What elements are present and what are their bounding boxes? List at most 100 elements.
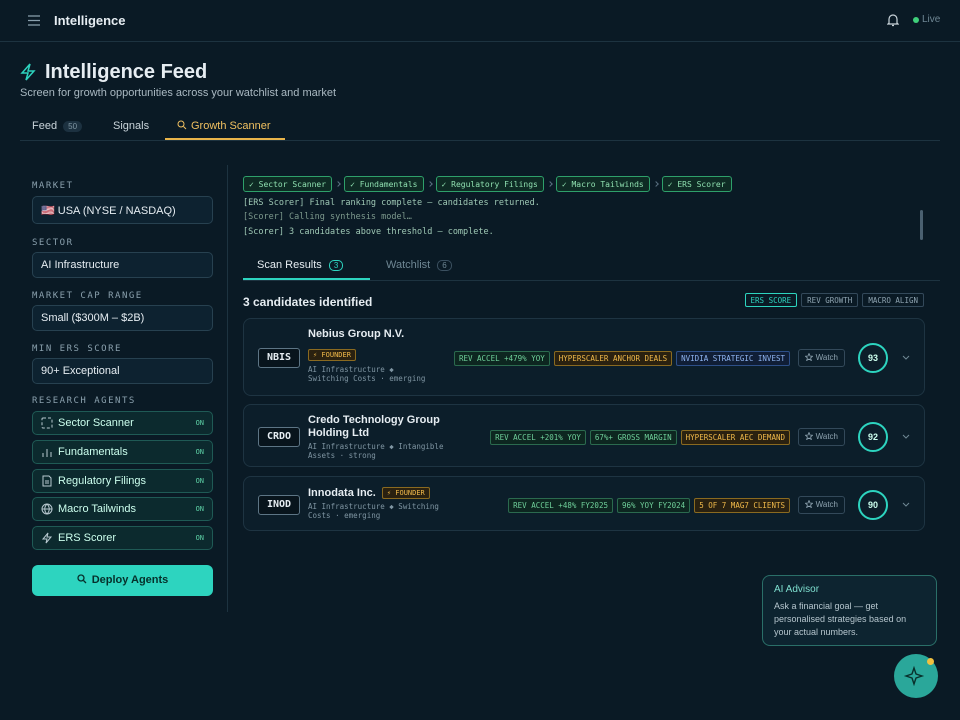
expand-icon[interactable]	[902, 502, 910, 508]
name-row: Innodata Inc. ⚡ FOUNDER	[308, 487, 463, 500]
score-ring: 90	[858, 489, 888, 520]
filter-select[interactable]: Small ($300M – $2B)	[32, 305, 213, 331]
name-row: Credo Technology Group Holding Ltd	[308, 414, 463, 440]
candidate-info: Innodata Inc. ⚡ FOUNDER AI Infrastructure …	[308, 487, 463, 520]
app-title: Intelligence	[54, 13, 126, 28]
results-tab-active[interactable]: Scan Results 3	[243, 253, 370, 280]
advisor-text: Ask a financial goal — get personalised …	[774, 601, 907, 637]
live-status: Live	[922, 14, 941, 25]
pipeline-step: ✓ Macro Tailwinds	[555, 176, 650, 192]
ticker: NBIS	[258, 348, 300, 368]
agent-toggle[interactable]: Sector Scanner ON	[32, 411, 213, 435]
tab-active[interactable]: Growth Scanner	[165, 114, 285, 140]
signal-tag: REV ACCEL +48% FY2025	[508, 497, 613, 513]
candidate-card[interactable]: NBIS Nebius Group N.V. ⚡ FOUNDER AI Infrast…	[243, 318, 925, 396]
signal-tag: 67%+ GROSS MARGIN	[589, 429, 677, 445]
agent-status: ON	[195, 505, 204, 513]
candidate-card[interactable]: INOD Innodata Inc. ⚡ FOUNDER AI Infrastruct…	[243, 476, 925, 531]
sort-option[interactable]: REV GROWTH	[801, 293, 859, 307]
company-name: Credo Technology Group Holding Ltd	[308, 414, 440, 439]
agent-name: Fundamentals	[58, 446, 128, 458]
agent-status: ON	[195, 534, 204, 542]
filter-label: SECTOR	[32, 238, 74, 248]
search-icon	[177, 120, 187, 130]
feed-icon	[20, 63, 36, 81]
name-row: Nebius Group N.V.	[308, 328, 428, 341]
notification-dot	[927, 658, 934, 665]
menu-icon[interactable]	[28, 15, 40, 26]
candidate-info: Nebius Group N.V. ⚡ FOUNDER AI Infrastruct…	[308, 328, 428, 383]
score-ring: 92	[858, 421, 888, 452]
agent-name: Sector Scanner	[58, 417, 134, 429]
candidate-info: Credo Technology Group Holding Ltd AI Inf…	[308, 414, 463, 460]
agent-toggle[interactable]: ERS Scorer ON	[32, 526, 213, 550]
deploy-button[interactable]: Deploy Agents	[32, 565, 213, 596]
agent-toggle[interactable]: Macro Tailwinds ON	[32, 497, 213, 521]
signal-tag: REV ACCEL +479% YOY	[453, 351, 550, 366]
pipeline-arrow	[652, 181, 659, 187]
filter-label: MARKET CAP RANGE	[32, 291, 143, 301]
founder-badge: ⚡ FOUNDER	[381, 487, 430, 499]
watch-label: Watch	[815, 353, 838, 362]
tab[interactable]: Signals	[113, 120, 150, 132]
bell-icon[interactable]	[887, 14, 899, 27]
search-icon	[77, 574, 87, 584]
tag-list: REV ACCEL +479% YOY HYPERSCALER ANCHOR DE…	[453, 351, 790, 366]
divider	[20, 140, 940, 141]
sort-option[interactable]: ERS SCORE	[744, 293, 798, 307]
tab[interactable]: Feed 50	[32, 120, 83, 132]
company-name: Nebius Group N.V.	[308, 328, 405, 340]
agent-icon	[42, 449, 52, 457]
page-subtitle: Screen for growth opportunities across y…	[20, 87, 337, 99]
agent-status: ON	[195, 448, 204, 456]
tag-list: REV ACCEL +201% YOY 67%+ GROSS MARGIN HYPE…	[490, 429, 790, 445]
tab-label: Watchlist	[386, 259, 431, 271]
expand-icon[interactable]	[902, 434, 910, 440]
log-line: [ERS Scorer] Final ranking complete — ca…	[243, 198, 540, 208]
score-ring: 93	[858, 343, 888, 373]
sort-option[interactable]: MACRO ALIGN	[862, 293, 924, 307]
filter-select[interactable]: 🇺🇸 USA (NYSE / NASDAQ)	[32, 196, 213, 224]
candidate-card[interactable]: CRDO Credo Technology Group Holding Ltd AI…	[243, 404, 925, 467]
candidate-meta: AI Infrastructure ◆ Switching Costs · em…	[308, 365, 426, 383]
agent-name: Regulatory Filings	[58, 475, 147, 487]
agent-icon	[41, 532, 53, 544]
agent-icon	[41, 503, 53, 515]
agent-toggle[interactable]: Regulatory Filings ON	[32, 469, 213, 493]
star-icon	[804, 498, 814, 508]
watch-button[interactable]: Watch	[797, 349, 845, 367]
ticker: INOD	[258, 494, 300, 515]
page-title: Intelligence Feed	[45, 61, 208, 83]
tab-label: Scan Results	[257, 259, 322, 271]
top-bar: Intelligence Live	[0, 0, 960, 42]
divider	[227, 165, 228, 612]
signal-tag: NVIDIA STRATEGIC INVEST	[676, 351, 790, 366]
pipeline-arrow	[335, 181, 341, 187]
agent-toggle[interactable]: Fundamentals ON	[32, 440, 213, 464]
filter-label: MIN ERS SCORE	[32, 344, 122, 354]
tab-count: 50	[63, 121, 83, 132]
score: 92	[867, 431, 878, 442]
pipeline-arrow	[426, 181, 433, 187]
signal-tag: 5 OF 7 MAG7 CLIENTS	[694, 497, 790, 513]
filter-select[interactable]: AI Infrastructure	[32, 252, 213, 278]
advisor-popup: AI Advisor Ask a financial goal — get pe…	[762, 575, 937, 646]
tab-count: 6	[437, 260, 452, 271]
divider	[243, 280, 940, 281]
expand-icon[interactable]	[902, 355, 910, 361]
watch-button[interactable]: Watch	[797, 427, 845, 446]
advisor-title: AI Advisor	[774, 584, 820, 595]
filter-select[interactable]: 90+ Exceptional	[32, 358, 213, 384]
results-tab[interactable]: Watchlist 6	[386, 259, 452, 271]
tab-count: 3	[328, 260, 344, 271]
sort-options: ERS SCORE REV GROWTH MACRO ALIGN	[744, 293, 924, 307]
agent-name: ERS Scorer	[58, 532, 117, 544]
watch-button[interactable]: Watch	[797, 495, 845, 514]
filter-label: MARKET	[32, 181, 74, 191]
scrollbar	[920, 210, 923, 240]
pipeline: ✓ Sector Scanner ✓ Fundamentals ✓ Regulato…	[243, 176, 732, 192]
agent-name: Macro Tailwinds	[58, 503, 137, 515]
company-name: Innodata Inc.	[308, 487, 376, 499]
star-icon	[804, 352, 814, 362]
